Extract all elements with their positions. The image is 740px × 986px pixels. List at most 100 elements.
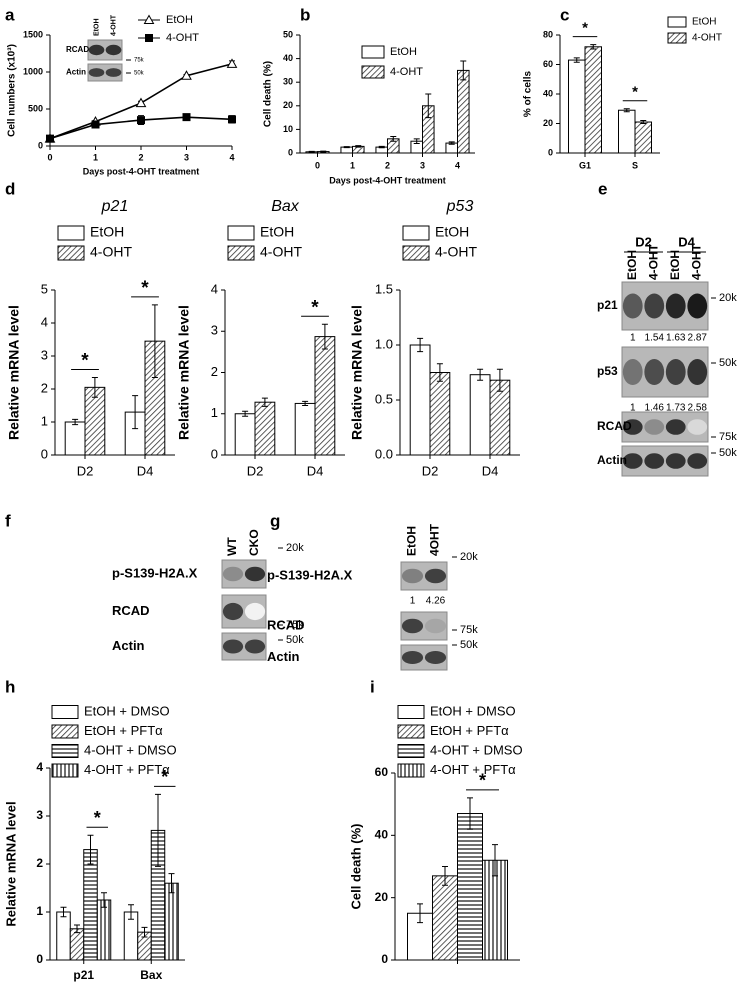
chart-title: p53 — [446, 198, 474, 215]
bar — [96, 899, 112, 961]
x-tick-label: G1 — [579, 160, 591, 170]
legend-label: 4-OHT — [260, 244, 302, 260]
y-tick-label: 0 — [41, 446, 48, 461]
y-tick-label: 5 — [41, 281, 48, 296]
size-marker: 75k — [134, 58, 145, 64]
error-bar — [390, 135, 397, 142]
bar — [164, 882, 179, 961]
error-bar — [590, 44, 597, 50]
quantification: 1 — [630, 403, 636, 414]
y-tick-label: 3 — [211, 323, 218, 338]
error-bar — [302, 400, 309, 406]
blot-band — [687, 419, 708, 435]
y-tick-label: 1 — [41, 413, 48, 428]
size-marker: 50k — [134, 71, 145, 77]
blot-band — [401, 651, 424, 664]
bar — [429, 372, 451, 456]
blot-band — [622, 359, 643, 385]
row-label: Actin — [267, 649, 300, 664]
quantification: 1.63 — [666, 333, 686, 344]
x-tick-label: D2 — [422, 463, 439, 478]
y-tick-label: 0.0 — [375, 446, 393, 461]
lane-label: CKO — [247, 529, 261, 556]
x-tick-label: D2 — [247, 463, 264, 478]
x-tick-label: 1 — [350, 160, 355, 170]
error-bar — [242, 410, 249, 417]
y-tick-label: 50 — [283, 29, 293, 39]
size-marker: 20k — [286, 542, 304, 554]
legend-swatch — [51, 744, 79, 758]
legend-swatch — [57, 245, 85, 261]
blot-band — [244, 639, 266, 654]
lane-label: EtOH — [93, 19, 100, 37]
error-bar — [355, 145, 362, 148]
y-tick-label: 20 — [375, 890, 389, 904]
legend-swatch — [51, 724, 79, 739]
bar — [568, 59, 586, 154]
row-label: RCAD — [597, 419, 632, 433]
bar — [457, 813, 483, 961]
legend-label: EtOH — [90, 224, 124, 240]
size-marker: 50k — [460, 639, 478, 651]
quantification: 2.58 — [688, 403, 708, 414]
significance-label: * — [94, 808, 101, 828]
legend-label: 4-OHT — [390, 66, 423, 78]
size-marker: 50k — [719, 447, 737, 459]
y-axis-label: Relative mRNA level — [6, 305, 22, 440]
error-bar — [168, 873, 175, 894]
error-bar — [448, 141, 455, 145]
row-label: p-S139-H2A.X — [267, 567, 353, 582]
blot-band — [244, 566, 266, 582]
x-tick-label: p21 — [73, 968, 94, 982]
lane-label: 4-OHT — [110, 14, 117, 36]
quantification: 4.26 — [426, 596, 446, 607]
group-label: D2 — [635, 234, 652, 249]
row-label: p21 — [597, 298, 618, 312]
legend-label: EtOH — [260, 224, 294, 240]
x-tick-label: 2 — [385, 160, 390, 170]
error-bar — [101, 892, 107, 908]
error-bar — [460, 60, 467, 81]
x-tick-label: D4 — [307, 463, 324, 478]
panel-letter: f — [5, 511, 11, 530]
quantification: 1.73 — [666, 403, 686, 414]
blot-band — [687, 453, 708, 469]
legend-swatch — [397, 705, 425, 719]
legend-label: EtOH + DMSO — [84, 703, 170, 718]
blot-band — [687, 293, 708, 319]
error-bar — [320, 150, 327, 153]
significance-label: * — [161, 767, 168, 787]
bar — [294, 402, 316, 456]
x-tick-label: 0 — [315, 160, 320, 170]
blot-band — [644, 359, 665, 385]
blot-band — [665, 293, 686, 319]
y-tick-label: 1.0 — [375, 336, 393, 351]
bar — [634, 121, 652, 154]
blot-band — [424, 618, 447, 634]
error-bar — [141, 926, 148, 938]
blot-band — [401, 568, 424, 584]
error-bar — [261, 397, 268, 407]
legend-label: EtOH — [390, 46, 417, 58]
y-axis-label: Cell numbers (x10³) — [7, 44, 18, 137]
chart-title: p21 — [101, 198, 129, 215]
panel-letter: b — [300, 5, 310, 24]
legend-swatch — [227, 225, 255, 241]
error-bar — [436, 363, 443, 382]
error-bar — [413, 138, 420, 145]
bar — [457, 69, 470, 154]
panel-letter: i — [370, 677, 375, 696]
bar — [64, 421, 86, 456]
y-tick-label: 1000 — [23, 66, 43, 76]
x-tick-label: D4 — [482, 463, 499, 478]
size-marker: 50k — [286, 634, 304, 646]
y-tick-label: 20 — [543, 118, 553, 128]
y-tick-label: 60 — [375, 765, 389, 779]
significance-label: * — [632, 84, 638, 101]
x-tick-label: 3 — [184, 152, 189, 162]
x-tick-label: 4 — [455, 160, 460, 170]
error-bar — [496, 368, 503, 392]
legend-swatch — [402, 245, 430, 261]
blot-band — [622, 419, 643, 435]
